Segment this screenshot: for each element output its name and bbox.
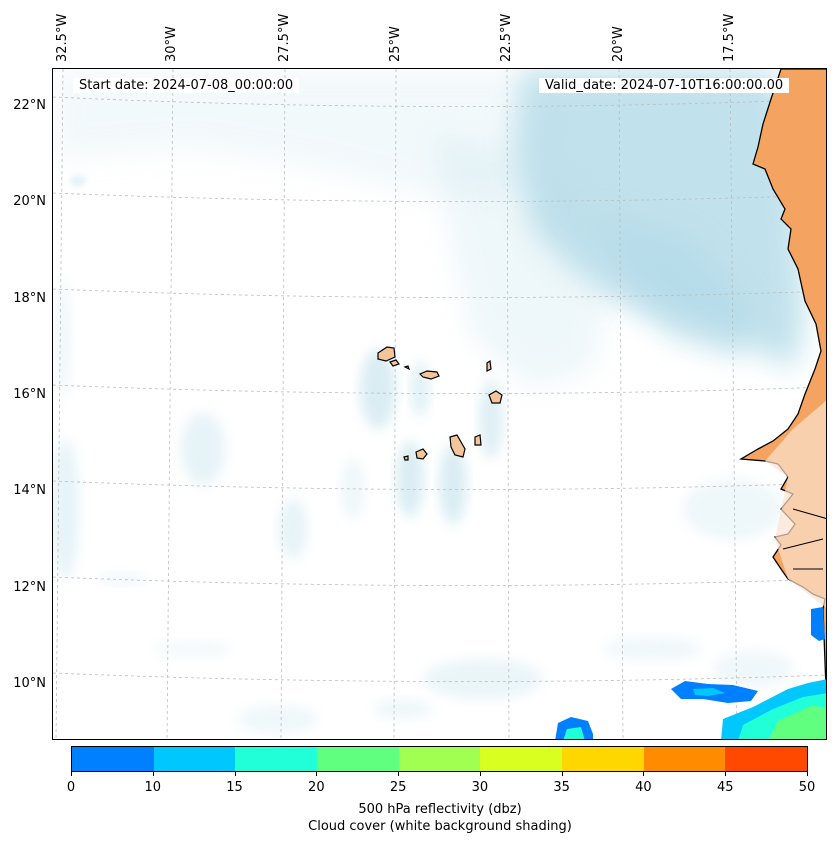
start-date-stamp: Start date: 2024-07-08_00:00:00 xyxy=(73,78,300,93)
colorbar-tick-label-20: 20 xyxy=(308,780,325,795)
lat-label-16n: 16°N xyxy=(13,387,46,402)
colorbar-tick-label-50: 50 xyxy=(798,780,816,795)
lon-label-27-5w: 27.5°W xyxy=(277,13,292,62)
lat-label-14n: 14°N xyxy=(13,483,46,498)
lat-label-10n: 10°N xyxy=(13,676,46,691)
map-gridlines xyxy=(53,69,826,739)
colorbar-tick-15 xyxy=(234,772,236,776)
lon-label-32-5w: 32.5°W xyxy=(55,13,70,62)
colorbar-segment-5 xyxy=(480,747,563,771)
colorbar-tick-label-30: 30 xyxy=(471,780,489,795)
colorbar-tick-10 xyxy=(152,772,154,776)
island-sal xyxy=(486,359,492,372)
lon-label-25w: 25°W xyxy=(388,26,403,62)
colorbar-segment-1 xyxy=(153,747,236,771)
colorbar-segment-6 xyxy=(562,747,644,771)
lat-label-18n: 18°N xyxy=(13,291,46,306)
island-sao-nicolau xyxy=(418,370,440,380)
reflectivity-cell-east-core xyxy=(769,705,826,739)
colorbar-tick-40 xyxy=(643,772,645,776)
colorbar-tick-label-35: 35 xyxy=(553,780,570,795)
reflectivity-cell-coast xyxy=(811,607,825,641)
island-santo-antao xyxy=(377,346,396,362)
colorbar-tick-45 xyxy=(725,772,727,776)
colorbar-tick-20 xyxy=(316,772,318,776)
lon-label-30w: 30°W xyxy=(164,26,179,62)
map-panel[interactable] xyxy=(52,68,827,740)
island-santa-luzia xyxy=(403,365,411,371)
island-santiago xyxy=(449,434,466,458)
lon-label-17-5w: 17.5°W xyxy=(722,13,737,62)
colorbar-tick-50 xyxy=(807,772,808,776)
colorbar-segment-4 xyxy=(398,747,481,771)
colorbar-tick-0 xyxy=(71,772,72,776)
colorbar-tick-35 xyxy=(561,772,563,776)
colorbar-tick-label-25: 25 xyxy=(389,780,407,795)
cloud-cover-shading xyxy=(53,69,805,733)
colorbar-segment-8 xyxy=(725,747,808,771)
lat-label-22n: 22°N xyxy=(13,98,46,113)
colorbar-sublabel: Cloud cover (white background shading) xyxy=(308,819,572,834)
island-maio xyxy=(474,434,482,446)
colorbar-tick-30 xyxy=(479,772,481,776)
colorbar-tick-25 xyxy=(398,772,400,776)
colorbar-segment-3 xyxy=(317,747,399,771)
country-borders xyxy=(782,508,826,570)
island-brava xyxy=(403,455,409,461)
colorbar-segment-0 xyxy=(72,747,154,771)
reflectivity-cells xyxy=(555,607,826,739)
lon-label-22-5w: 22.5°W xyxy=(499,13,514,62)
map-canvas xyxy=(53,69,826,739)
valid-date-stamp: Valid_date: 2024-07-10T16:00:00.00 xyxy=(539,78,790,93)
island-fogo xyxy=(415,448,428,460)
cape-verde-islands xyxy=(377,346,503,461)
colorbar-tick-label-45: 45 xyxy=(716,780,734,795)
colorbar-tick-label-40: 40 xyxy=(635,780,652,795)
colorbar-tick-label-0: 0 xyxy=(66,780,76,795)
island-boa-vista xyxy=(488,390,503,404)
colorbar-label: 500 hPa reflectivity (dbz) xyxy=(358,802,522,817)
colorbar-tick-label-10: 10 xyxy=(144,780,162,795)
colorbar-tick-label-15: 15 xyxy=(226,780,243,795)
coastal-land-shading xyxy=(765,400,826,608)
reflectivity-colorbar xyxy=(71,746,808,772)
colorbar-segment-2 xyxy=(235,747,318,771)
island-sao-vicente xyxy=(389,359,400,367)
lat-label-20n: 20°N xyxy=(13,194,46,209)
lon-label-20w: 20°W xyxy=(611,26,626,62)
colorbar-segment-7 xyxy=(643,747,726,771)
lat-label-12n: 12°N xyxy=(13,580,46,595)
